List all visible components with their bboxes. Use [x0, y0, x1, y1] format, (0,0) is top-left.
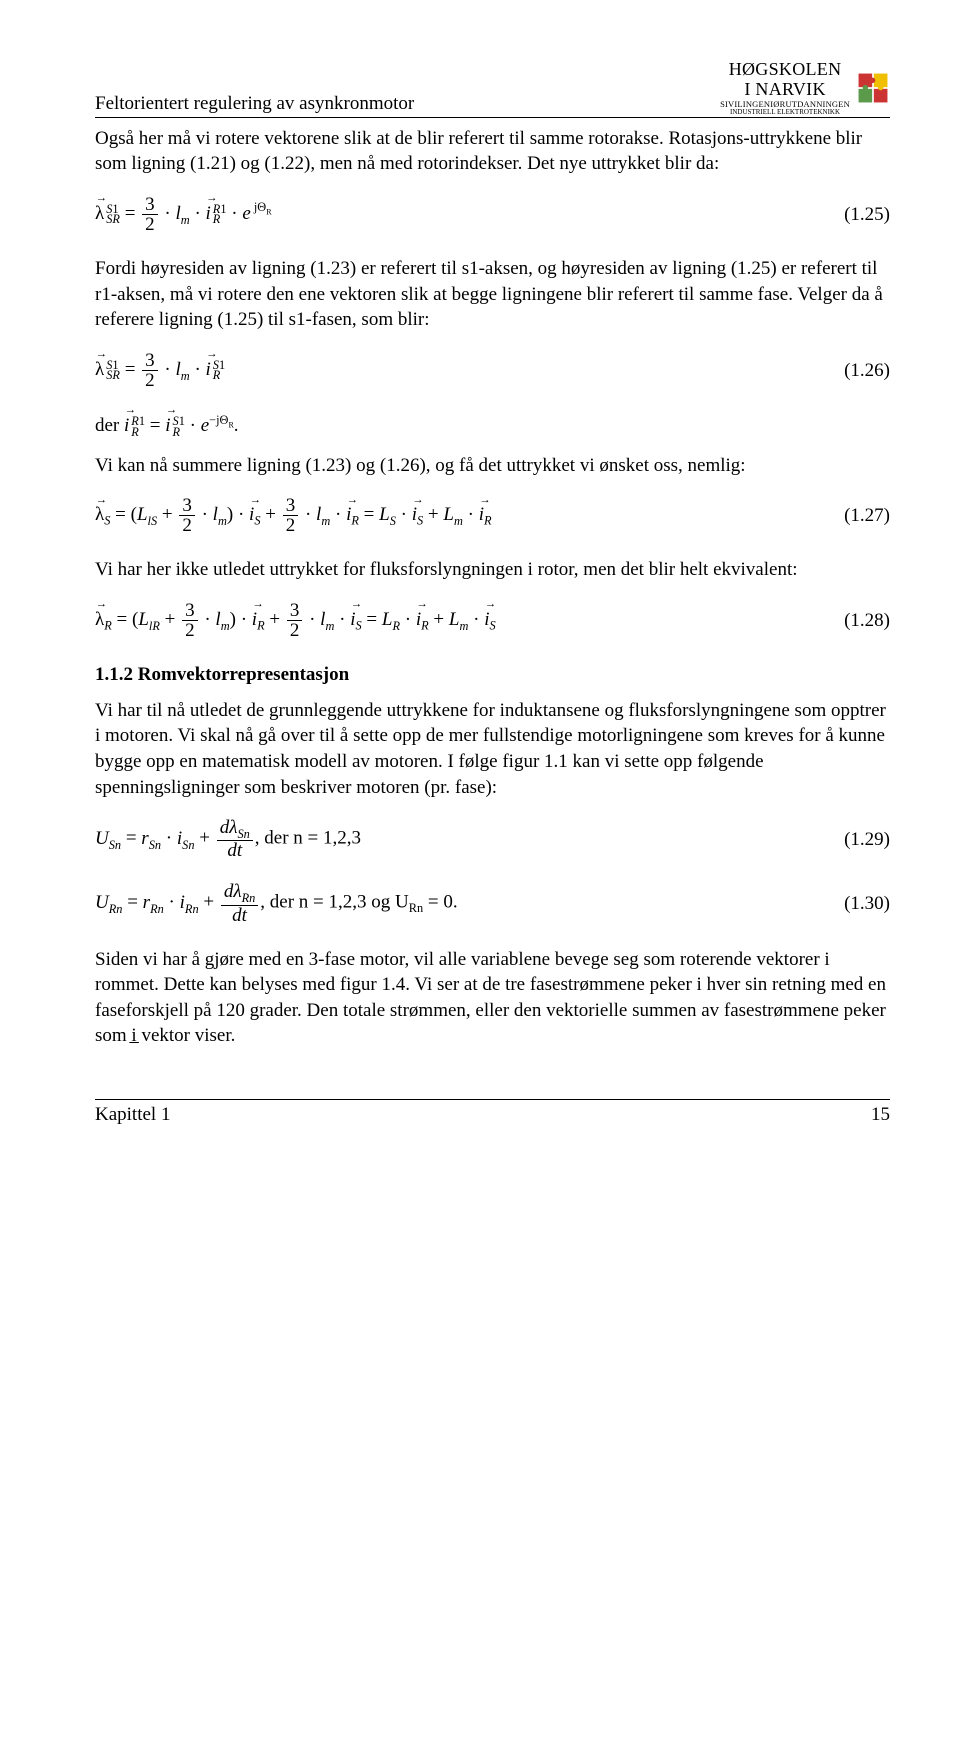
equation-1-29: USn = rSn · iSn + dλSndt, der n = 1,2,3 …	[95, 818, 890, 860]
equation-1-25: λS1SR = 32 · lm · iR1R · e jΘR (1.25)	[95, 195, 890, 234]
puzzle-logo-icon	[856, 71, 890, 105]
der-label: der	[95, 415, 124, 436]
inst-line4: INDUSTRIELL ELEKTROTEKNIKK	[720, 109, 850, 117]
equation-1-28: λR = (LlR + 32 · lm) · iR + 32 · lm · iS…	[95, 601, 890, 640]
eq129-after: , der n = 1,2,3	[255, 828, 361, 849]
section-heading: 1.1.2 Romvektorrepresentasjon	[95, 662, 890, 688]
paragraph-5: Vi har til nå utledet de grunnleggende u…	[95, 698, 890, 801]
page-header: Feltorientert regulering av asynkronmoto…	[95, 60, 890, 118]
eq130-after: , der n = 1,2,3 og U	[260, 892, 408, 913]
equation-1-30: URn = rRn · iRn + dλRndt, der n = 1,2,3 …	[95, 882, 890, 924]
eqnum-1-25: (1.25)	[844, 202, 890, 228]
equation-1-26: λS1SR = 32 · lm · iS1R (1.26)	[95, 351, 890, 390]
eqnum-1-28: (1.28)	[844, 608, 890, 634]
paragraph-1: Også her må vi rotere vektorene slik at …	[95, 126, 890, 177]
paragraph-4: Vi har her ikke utledet uttrykket for fl…	[95, 557, 890, 583]
paragraph-6: Siden vi har å gjøre med en 3-fase motor…	[95, 947, 890, 1050]
footer-page: 15	[871, 1102, 890, 1128]
header-title: Feltorientert regulering av asynkronmoto…	[95, 91, 414, 117]
eq130-after2: = 0.	[423, 892, 457, 913]
eqnum-1-29: (1.29)	[844, 827, 890, 853]
inst-line1: HØGSKOLEN	[720, 60, 850, 80]
equation-1-27: λS = (LlS + 32 · lm) · iS + 32 · lm · iR…	[95, 496, 890, 535]
paragraph-3: Vi kan nå summere ligning (1.23) og (1.2…	[95, 453, 890, 479]
header-institution: HØGSKOLEN I NARVIK SIVILINGENIØRUTDANNIN…	[720, 60, 890, 117]
eqnum-1-30: (1.30)	[844, 891, 890, 917]
page-footer: Kapittel 1 15	[95, 1099, 890, 1128]
equation-der: der iR1R = iS1R · e−jΘR.	[95, 412, 890, 439]
eqnum-1-27: (1.27)	[844, 503, 890, 529]
paragraph-2: Fordi høyresiden av ligning (1.23) er re…	[95, 256, 890, 333]
footer-chapter: Kapittel 1	[95, 1102, 170, 1128]
eqnum-1-26: (1.26)	[844, 358, 890, 384]
inst-line2: I NARVIK	[720, 80, 850, 100]
